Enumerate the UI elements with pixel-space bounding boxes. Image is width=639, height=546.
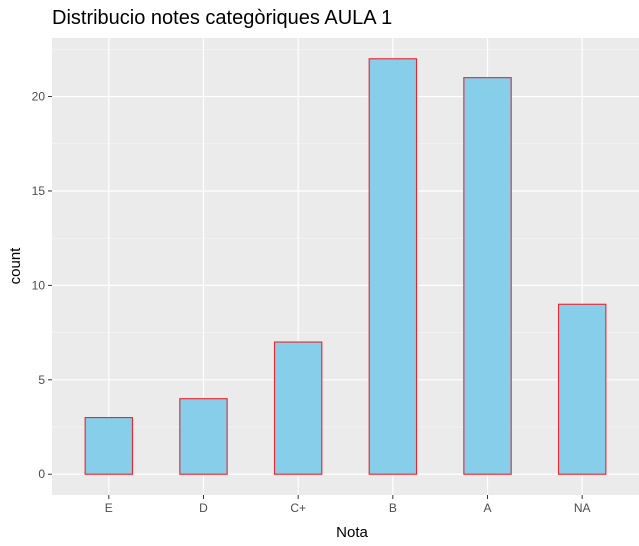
x-tick-label: D xyxy=(199,501,208,515)
x-axis: E D C+ B A NA xyxy=(105,495,591,515)
bar-c-plus xyxy=(273,341,323,475)
bar-e xyxy=(84,417,134,475)
y-tick-label: 10 xyxy=(32,278,46,292)
y-tick-label: 15 xyxy=(32,184,46,198)
bar-d xyxy=(179,398,228,475)
y-tick-label: 5 xyxy=(38,373,45,387)
x-tick-label: NA xyxy=(574,501,591,515)
bars-group xyxy=(84,58,607,475)
y-axis-title: count xyxy=(7,247,24,285)
y-axis: 0 5 10 15 20 xyxy=(32,90,52,481)
x-tick-label: B xyxy=(389,501,397,515)
bar-a xyxy=(463,77,512,475)
x-axis-title: Nota xyxy=(336,524,368,541)
minor-gridlines xyxy=(52,49,639,428)
x-tick-label: A xyxy=(484,501,492,515)
y-tick-label: 0 xyxy=(38,467,45,481)
chart-title: Distribucio notes categòriques AULA 1 xyxy=(52,7,392,29)
x-tick-label: C+ xyxy=(290,501,306,515)
bar-b xyxy=(368,58,418,475)
y-tick-label: 20 xyxy=(32,90,46,104)
bar-na xyxy=(557,303,607,475)
plot-panel xyxy=(52,38,639,495)
x-tick-label: E xyxy=(105,501,113,515)
